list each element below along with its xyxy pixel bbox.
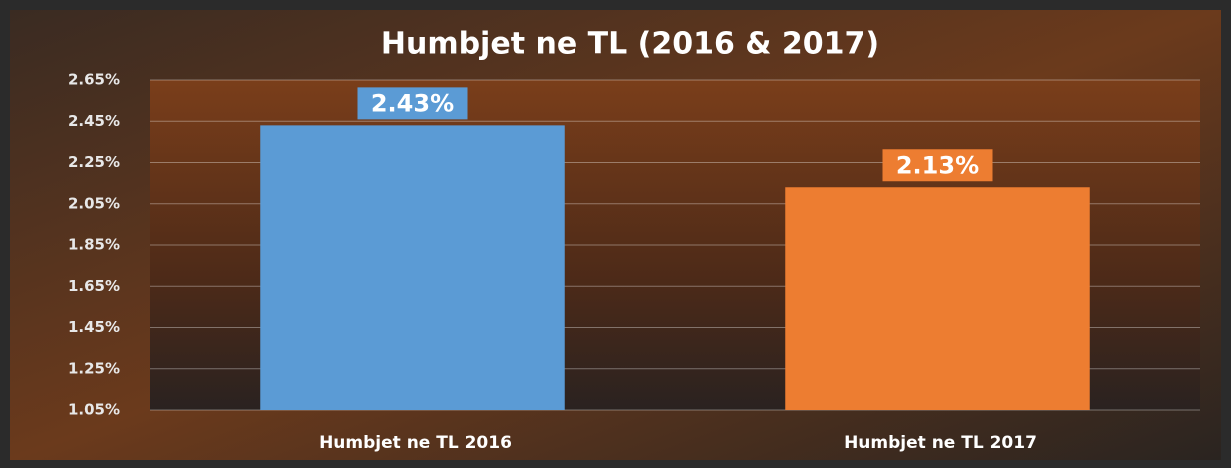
bar [785,187,1090,410]
x-tick-label: Humbjet ne TL 2017 [844,433,1037,453]
y-tick-label: 2.05% [68,194,120,212]
chart: Humbjet ne TL (2016 & 2017) 1.05% 1.25% 1.… [0,0,1231,468]
y-tick-label: 2.45% [68,112,120,130]
value-label: 2.43% [371,89,454,117]
y-tick-label: 2.65% [68,71,120,89]
page: Humbjet ne TL (2016 & 2017) 1.05% 1.25% 1.… [0,0,1231,468]
y-tick-label: 1.85% [68,236,120,254]
y-tick-label: 1.25% [68,359,120,377]
y-tick-label: 2.25% [68,153,120,171]
y-tick-label: 1.05% [68,401,120,419]
value-label: 2.13% [896,151,979,179]
y-tick-label: 1.45% [68,318,120,336]
x-tick-label: Humbjet ne TL 2016 [319,433,512,453]
chart-title: Humbjet ne TL (2016 & 2017) [381,27,879,62]
bar [260,125,565,410]
y-tick-label: 1.65% [68,277,120,295]
